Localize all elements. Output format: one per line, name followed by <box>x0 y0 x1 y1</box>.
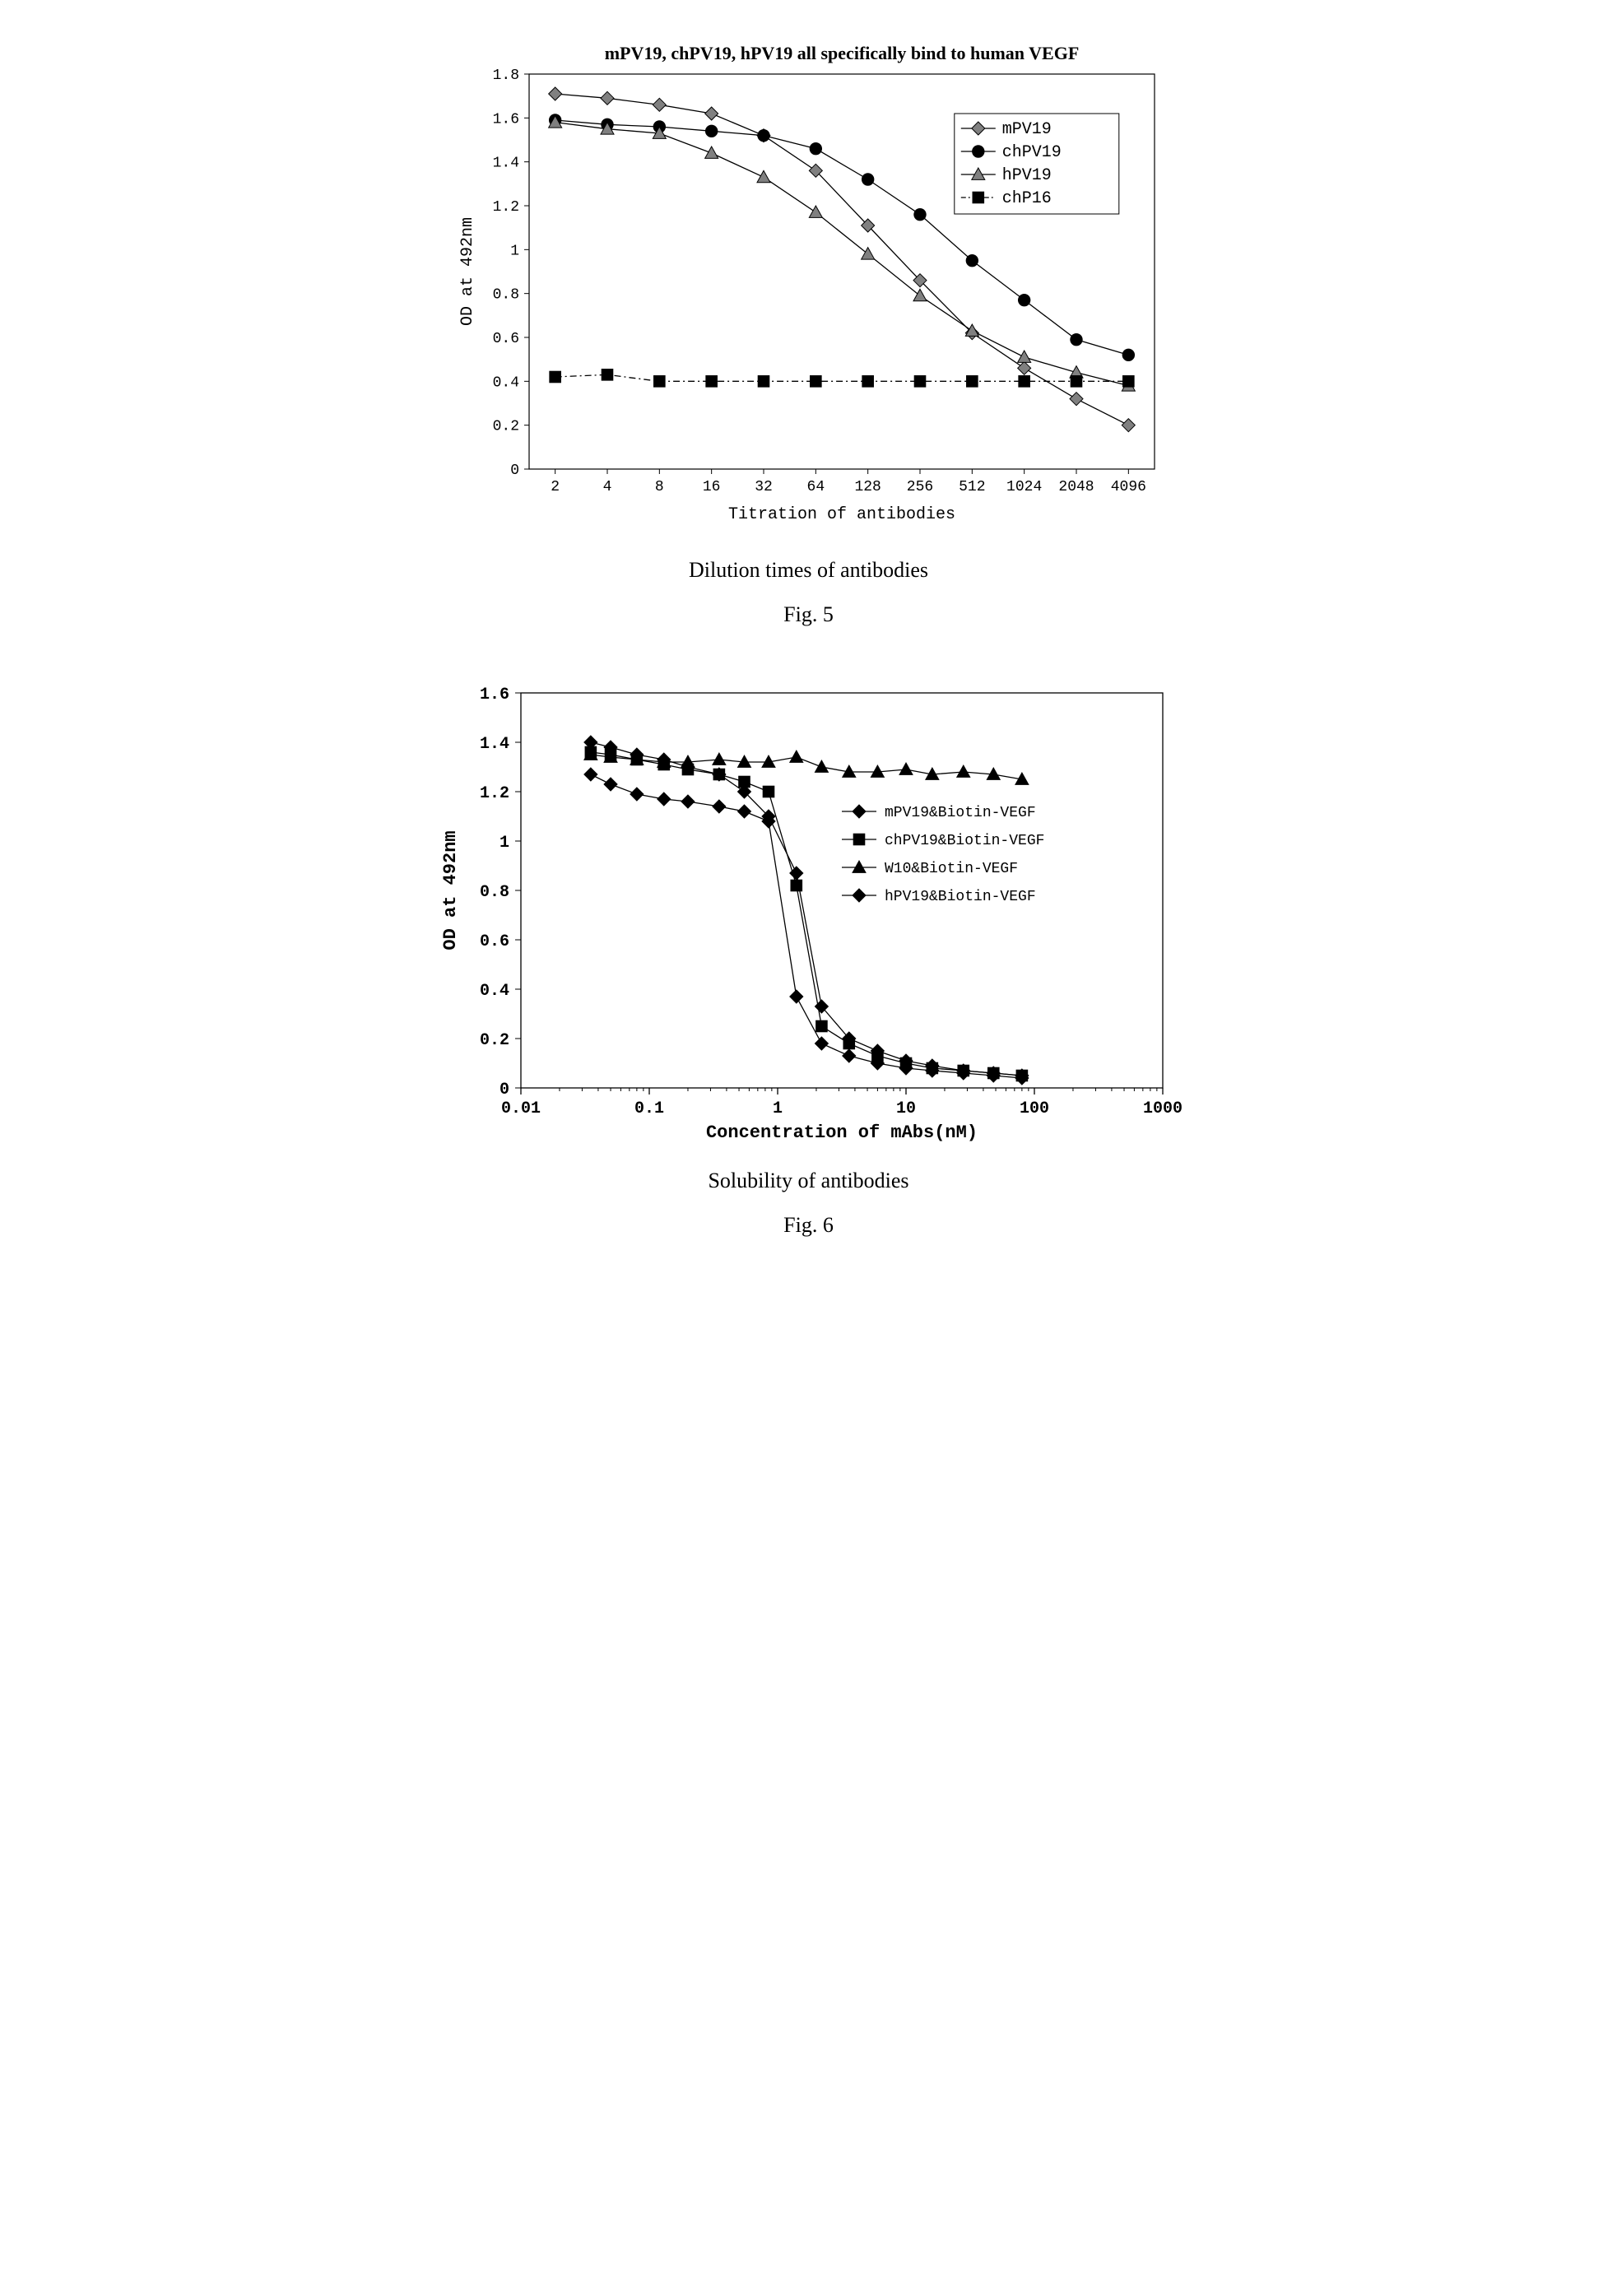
svg-text:16: 16 <box>702 479 720 495</box>
svg-text:1: 1 <box>510 243 519 259</box>
svg-text:chP16: chP16 <box>1001 189 1051 208</box>
svg-text:64: 64 <box>806 479 825 495</box>
svg-text:8: 8 <box>654 479 663 495</box>
svg-text:0.6: 0.6 <box>479 932 509 951</box>
svg-text:hPV19: hPV19 <box>1001 166 1051 185</box>
svg-text:W10&Biotin-VEGF: W10&Biotin-VEGF <box>885 861 1018 877</box>
svg-text:Titration of antibodies: Titration of antibodies <box>727 505 955 524</box>
svg-text:1: 1 <box>772 1099 782 1118</box>
svg-text:1.6: 1.6 <box>492 111 518 128</box>
svg-text:0.4: 0.4 <box>492 374 518 391</box>
svg-text:0.4: 0.4 <box>479 982 509 1001</box>
fig6-caption: Solubility of antibodies <box>708 1169 908 1193</box>
figure-5: mPV19, chPV19, hPV19 all specifically bi… <box>447 33 1171 627</box>
svg-text:0.01: 0.01 <box>500 1099 540 1118</box>
fig6-chart: 0 0.2 0.4 0.6 0.8 1 1.2 1.4 1.6 0.01 0.1 1 10 100 1000… <box>430 676 1187 1154</box>
svg-text:1: 1 <box>499 834 509 853</box>
svg-text:256: 256 <box>906 479 932 495</box>
svg-text:mPV19: mPV19 <box>1001 120 1051 139</box>
svg-text:128: 128 <box>854 479 881 495</box>
svg-text:OD at 492nm: OD at 492nm <box>458 217 477 326</box>
svg-text:1.8: 1.8 <box>492 67 518 84</box>
svg-text:1.2: 1.2 <box>479 784 509 803</box>
svg-text:0.1: 0.1 <box>634 1099 663 1118</box>
fig5-caption: Dilution times of antibodies <box>689 558 928 583</box>
svg-text:1024: 1024 <box>1006 479 1042 495</box>
svg-text:Concentration of mAbs(nM): Concentration of mAbs(nM) <box>705 1122 977 1143</box>
svg-text:0.8: 0.8 <box>492 287 518 304</box>
svg-text:2048: 2048 <box>1058 479 1094 495</box>
svg-text:hPV19&Biotin-VEGF: hPV19&Biotin-VEGF <box>885 889 1036 905</box>
svg-text:32: 32 <box>755 479 773 495</box>
svg-text:0.8: 0.8 <box>479 883 509 902</box>
figure-6: 0 0.2 0.4 0.6 0.8 1 1.2 1.4 1.6 0.01 0.1 1 10 100 1000… <box>430 676 1187 1238</box>
svg-text:OD at 492nm: OD at 492nm <box>440 830 461 950</box>
fig6-number: Fig. 6 <box>783 1213 834 1238</box>
svg-text:1.4: 1.4 <box>479 735 509 754</box>
svg-text:0: 0 <box>499 1081 509 1099</box>
svg-text:2: 2 <box>551 479 560 495</box>
svg-text:mPV19, chPV19, hPV19 all speci: mPV19, chPV19, hPV19 all specifically bi… <box>604 43 1079 63</box>
fig5-number: Fig. 5 <box>783 602 834 627</box>
svg-text:100: 100 <box>1019 1099 1048 1118</box>
svg-text:chPV19: chPV19 <box>1001 143 1061 162</box>
svg-text:1.4: 1.4 <box>492 156 518 172</box>
svg-text:0: 0 <box>510 462 519 479</box>
svg-text:0.6: 0.6 <box>492 331 518 347</box>
svg-text:0.2: 0.2 <box>492 419 518 435</box>
svg-text:4: 4 <box>602 479 611 495</box>
svg-text:mPV19&Biotin-VEGF: mPV19&Biotin-VEGF <box>885 805 1036 821</box>
svg-text:1.2: 1.2 <box>492 199 518 216</box>
svg-text:4096: 4096 <box>1110 479 1145 495</box>
svg-text:1.6: 1.6 <box>479 686 509 704</box>
svg-text:10: 10 <box>895 1099 915 1118</box>
svg-text:1000: 1000 <box>1142 1099 1182 1118</box>
fig5-chart: mPV19, chPV19, hPV19 all specifically bi… <box>447 33 1171 543</box>
svg-text:512: 512 <box>959 479 985 495</box>
svg-text:0.2: 0.2 <box>479 1031 509 1050</box>
svg-text:chPV19&Biotin-VEGF: chPV19&Biotin-VEGF <box>885 833 1044 849</box>
